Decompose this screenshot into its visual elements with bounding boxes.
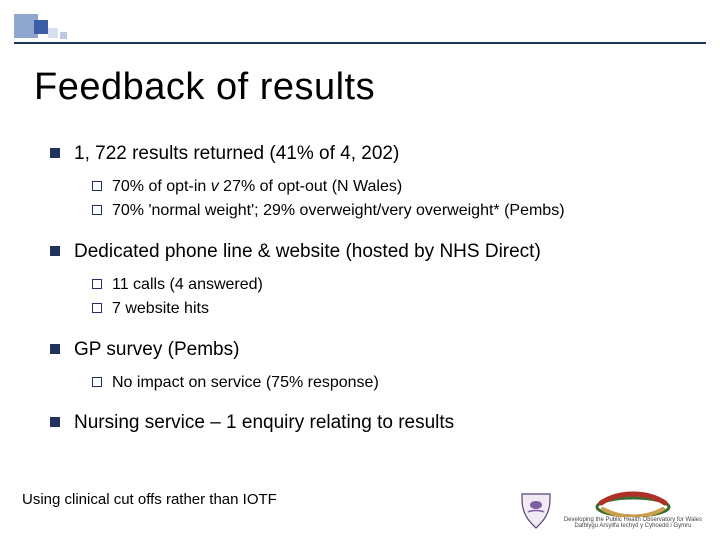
slide-title: Feedback of results [34, 66, 375, 109]
slide-body: 1, 722 results returned (41% of 4, 202) … [50, 140, 690, 444]
bullet-1-sub-1: 70% of opt-in v 27% of opt-out (N Wales) [92, 175, 690, 200]
swoosh-icon [595, 489, 671, 517]
bullet-1-text: 1, 722 results returned (41% of 4, 202) [74, 143, 399, 164]
bullet-2-text: Dedicated phone line & website (hosted b… [74, 241, 541, 262]
bullet-2-sub-2: 7 website hits [92, 297, 690, 322]
header-decor-squares [14, 14, 124, 40]
logo2-line2: Datblygu Arsyllfa Iechyd y Cyhoedd i Gym… [574, 523, 691, 530]
footnote: Using clinical cut offs rather than IOTF [22, 491, 277, 508]
bullet-3: GP survey (Pembs) No impact on service (… [50, 336, 690, 395]
bullet-1-sub-2: 70% 'normal weight'; 29% overweight/very… [92, 199, 690, 224]
bullet-4-text: Nursing service – 1 enquiry relating to … [74, 412, 454, 433]
logo2-line1: Developing the Public Health Observatory… [564, 517, 702, 524]
bullet-2-sub-1: 11 calls (4 answered) [92, 273, 690, 298]
footer-logos: Developing the Public Health Observatory… [516, 489, 702, 530]
bullet-2: Dedicated phone line & website (hosted b… [50, 238, 690, 322]
header-rule [14, 42, 706, 44]
bullet-3-text: GP survey (Pembs) [74, 339, 239, 360]
bullet-4: Nursing service – 1 enquiry relating to … [50, 409, 690, 438]
bullet-3-sub-1: No impact on service (75% response) [92, 371, 690, 396]
observatory-logo: Developing the Public Health Observatory… [564, 489, 702, 530]
bullet-1: 1, 722 results returned (41% of 4, 202) … [50, 140, 690, 224]
crest-logo-icon [516, 490, 556, 530]
